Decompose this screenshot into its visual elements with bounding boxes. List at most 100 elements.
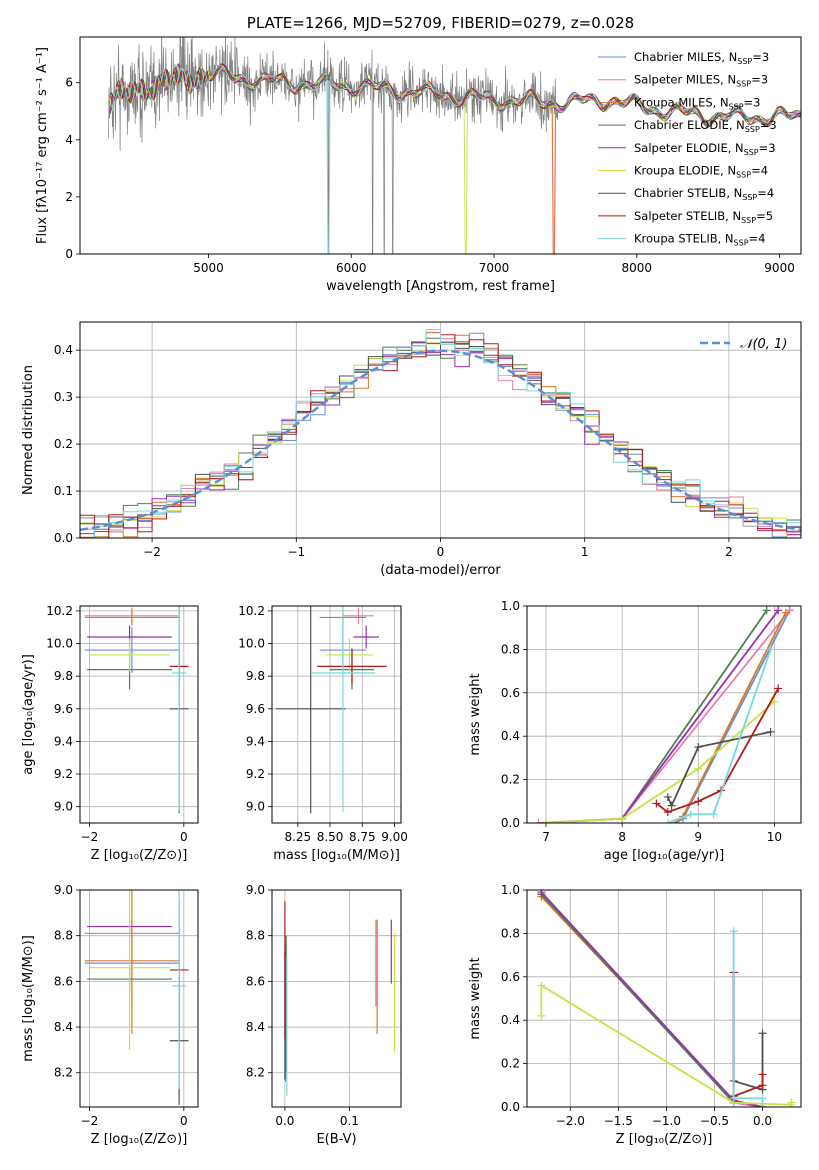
weight-point-marker <box>729 927 738 936</box>
y-axis-label: mass weight <box>468 957 483 1039</box>
y-tick-label: 1.0 <box>501 883 520 897</box>
error-bars <box>84 890 189 1105</box>
weight-point-marker <box>686 810 695 819</box>
spectrum-legend: Chabrier MILES, NSSP=3 Salpeter MILES, NS… <box>598 50 777 248</box>
y-axis-label: age [log₁₀(age/yr)] <box>21 654 36 775</box>
spectrum-model-line <box>109 64 801 128</box>
y-tick-label: 0.0 <box>54 531 73 545</box>
y-tick-label: 9.0 <box>246 800 265 814</box>
spectrum-model-line <box>108 65 801 254</box>
error-bars <box>284 901 396 1096</box>
y-tick-label: 9.4 <box>54 734 73 748</box>
weight-point-marker <box>694 764 703 773</box>
y-tick-label: 8.2 <box>246 1066 265 1080</box>
weight-series-line <box>540 893 735 1104</box>
y-tick-label: 9.0 <box>54 800 73 814</box>
x-tick-label: −1 <box>287 545 305 559</box>
axes-frame <box>79 605 199 824</box>
weight-point-marker <box>663 792 672 801</box>
y-tick-label: 0.6 <box>501 686 520 700</box>
y-tick-label: 9.2 <box>246 767 265 781</box>
y-tick-label: 9.6 <box>54 702 73 716</box>
x-tick-label: 7000 <box>479 261 510 275</box>
x-tick-label: 0 <box>180 830 188 844</box>
weight-point-marker <box>537 1011 546 1020</box>
y-tick-label: 10.2 <box>238 604 265 618</box>
axes-frame <box>271 889 402 1108</box>
x-tick-label: 0.0 <box>753 1114 772 1128</box>
x-tick-label: 0.1 <box>340 1114 359 1128</box>
weight-point-marker <box>534 819 543 823</box>
spectrum-lines <box>108 37 801 254</box>
y-tick-label: 8.6 <box>54 974 73 988</box>
x-axis-label: Z [log₁₀(Z/Z⊙)] <box>91 848 188 863</box>
x-tick-label: 0 <box>437 545 445 559</box>
weight-point-marker <box>694 743 703 752</box>
y-tick-label: 8.4 <box>54 1020 73 1034</box>
x-tick-label: 0 <box>180 1114 188 1128</box>
weight_vs_z-panel: −2.0 −1.5 −1.0 −0.5 0.0 0.0 0.2 0.4 0.6 0.8 1.0 Z [… <box>468 883 802 1147</box>
histograms <box>80 329 801 538</box>
weight-series-line <box>732 931 764 1107</box>
histogram-series <box>80 329 801 538</box>
x-tick-label: −1.5 <box>604 1114 633 1128</box>
legend-label: Chabrier MILES, NSSP=3 <box>634 50 769 66</box>
residuals-panel: −2 −1 0 1 2 0.0 0.1 0.2 0.3 0.4 (data-model)/error… <box>21 321 802 578</box>
weight-series-line <box>666 731 771 808</box>
axes-frame <box>526 605 802 824</box>
legend-label: Kroupa ELODIE, NSSP=4 <box>634 164 768 180</box>
spectrum-panel: 5000 6000 7000 8000 9000 0 2 4 6 wavelength [Angs… <box>35 14 802 294</box>
weight-point-marker <box>787 1098 796 1107</box>
x-axis-label: age [log₁₀(age/yr)] <box>604 848 725 863</box>
x-tick-label: 8.25 <box>284 830 311 844</box>
y-tick-label: 0.4 <box>501 729 520 743</box>
y-tick-label: 0.0 <box>501 816 520 830</box>
weight-point-marker <box>618 814 627 823</box>
x-tick-label: 8.75 <box>349 830 376 844</box>
weight-series-line <box>540 893 763 1107</box>
y-tick-label: 8.8 <box>246 929 265 943</box>
weight-point-marker <box>758 1094 767 1103</box>
x-axis-label: wavelength [Angstrom, rest frame] <box>326 279 555 294</box>
spectrum-model-line <box>109 64 801 254</box>
normal-curve <box>80 349 801 531</box>
x-tick-label: 5000 <box>193 261 224 275</box>
age_vs_mass-panel: 8.25 8.50 8.75 9.00 9.0 9.2 9.4 9.6 9.8 10.0 10.2 m… <box>238 604 408 863</box>
x-tick-label: 8 <box>618 830 626 844</box>
y-tick-label: 0 <box>65 247 73 261</box>
weight-series-line <box>540 893 763 1107</box>
x-tick-label: 8000 <box>622 261 653 275</box>
weight-point-marker <box>709 810 718 819</box>
y-tick-label: 1.0 <box>501 599 520 613</box>
y-tick-label: 0.8 <box>501 642 520 656</box>
x-tick-label: −2 <box>81 830 99 844</box>
y-tick-label: 8.6 <box>246 974 265 988</box>
legend-label: Chabrier ELODIE, NSSP=3 <box>634 118 777 134</box>
axes-frame <box>79 889 199 1108</box>
axes-frame <box>79 321 802 539</box>
y-tick-label: 0.8 <box>501 926 520 940</box>
axes-frame <box>271 605 402 824</box>
weight_vs_age-panel: 7 8 9 10 0.0 0.2 0.4 0.6 0.8 1.0 age [log₁₀(age/yr… <box>468 599 802 863</box>
x-tick-label: 2 <box>725 545 733 559</box>
y-tick-label: 0.2 <box>54 437 73 451</box>
x-tick-label: −1.0 <box>652 1114 681 1128</box>
weight-point-marker <box>663 819 672 823</box>
legend-label: Salpeter MILES, NSSP=3 <box>634 73 768 89</box>
weight-point-marker <box>694 797 703 806</box>
weight-point-marker <box>542 819 551 823</box>
y-tick-label: 9.8 <box>246 669 265 683</box>
y-tick-label: 0.6 <box>501 970 520 984</box>
x-tick-label: 9.00 <box>381 830 408 844</box>
y-tick-label: 0.4 <box>54 343 73 357</box>
axes-frame <box>79 36 802 255</box>
weight-series-line <box>540 891 763 1107</box>
y-tick-label: 10.2 <box>46 604 73 618</box>
weight-series-line <box>621 609 768 820</box>
weight-point-marker <box>774 684 783 693</box>
y-tick-label: 10.0 <box>238 637 265 651</box>
weight-series-line <box>732 972 764 1091</box>
y-tick-label: 9.4 <box>246 734 265 748</box>
weight-point-marker <box>766 727 775 736</box>
